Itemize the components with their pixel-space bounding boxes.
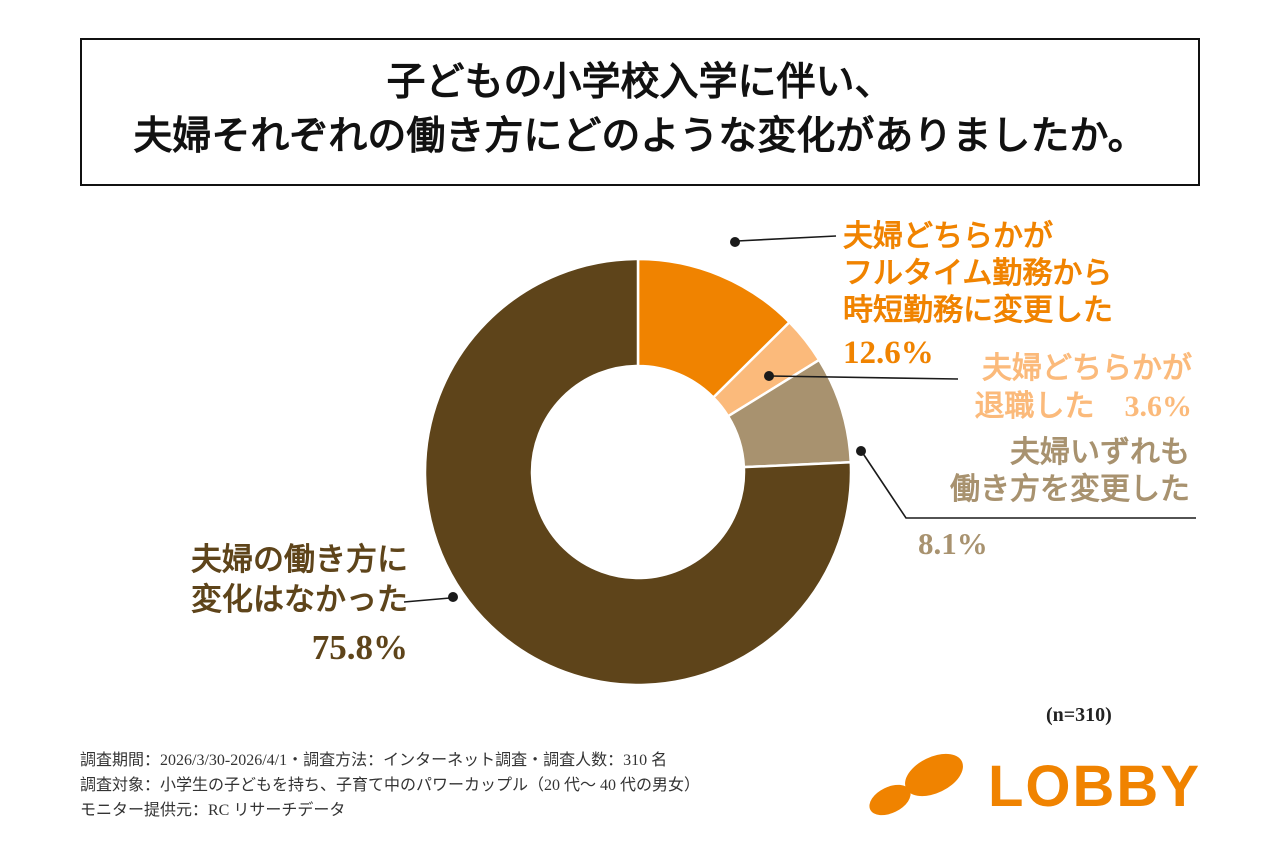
leader-dot-no-change: [448, 592, 458, 602]
sample-size-note: (n=310): [1046, 704, 1112, 726]
annotation-both-changed-percent: 8.1%: [918, 526, 988, 561]
chart-title-box: 子どもの小学校入学に伴い、 夫婦それぞれの働き方にどのような変化がありましたか。: [80, 38, 1200, 186]
survey-footnote: 調査期間：2026/3/30-2026/4/1・調査方法：インターネット調査・調…: [80, 748, 700, 823]
annotation-both-changed: 夫婦いずれも 働き方を変更した: [950, 434, 1190, 508]
survey-footnote-line-2: 調査対象：小学生の子どもを持ち、子育て中のパワーカップル（20 代〜 40 代の…: [80, 777, 701, 794]
leader-line-retired: [769, 375, 959, 380]
annotation-time-shortened-line-3: 時短勤務に変更した: [843, 294, 1113, 327]
annotation-no-change-line-1: 夫婦の働き方に: [191, 542, 408, 577]
leader-line-no-change: [403, 597, 451, 603]
annotation-no-change-line-2: 変化はなかった: [191, 582, 408, 617]
leader-line-both-changed: [861, 451, 1196, 519]
leader-lines-group: [403, 235, 1196, 603]
survey-footnote-line-3: モニター提供元：RC リサーチデータ: [80, 802, 346, 819]
donut-segments-group: [423, 257, 853, 687]
annotation-both-changed-line-1: 夫婦いずれも: [1010, 436, 1190, 469]
annotation-time-shortened: 夫婦どちらかが フルタイム勤務から 時短勤務に変更した 12.6%: [843, 218, 1113, 372]
annotation-time-shortened-line-2: フルタイム勤務から: [843, 257, 1113, 290]
leader-dots-group: [448, 237, 866, 602]
chart-title-line-2: 夫婦それぞれの働き方にどのような変化がありましたか。: [133, 115, 1147, 158]
annotation-time-shortened-line-1: 夫婦どちらかが: [843, 220, 1053, 253]
annotation-no-change-percent: 75.8%: [311, 628, 408, 667]
annotation-retired-line-2: 退職した 3.6%: [974, 390, 1193, 423]
leader-line-time-shortened: [736, 235, 837, 242]
lobby-logo-text: LOBBY: [988, 753, 1201, 819]
survey-footnote-line-1: 調査期間：2026/3/30-2026/4/1・調査方法：インターネット調査・調…: [80, 752, 668, 769]
leader-dot-retired: [764, 371, 774, 381]
lobby-leaf-icon: [858, 746, 974, 827]
annotation-retired-line-1: 夫婦どちらかが: [982, 352, 1192, 385]
donut-segment-3: [423, 257, 853, 687]
annotation-time-shortened-percent: 12.6%: [843, 335, 934, 371]
lobby-logo: LOBBY: [858, 746, 1201, 827]
annotation-both-changed-line-2: 働き方を変更した: [950, 473, 1190, 506]
leader-dot-both-changed: [856, 446, 866, 456]
chart-title-line-1: 子どもの小学校入学に伴い、: [386, 61, 894, 104]
annotation-retired: 夫婦どちらかが 退職した 3.6%: [975, 350, 1193, 426]
leader-dot-time-shortened: [730, 237, 740, 247]
annotation-no-change: 夫婦の働き方に 変化はなかった 75.8%: [118, 540, 408, 668]
